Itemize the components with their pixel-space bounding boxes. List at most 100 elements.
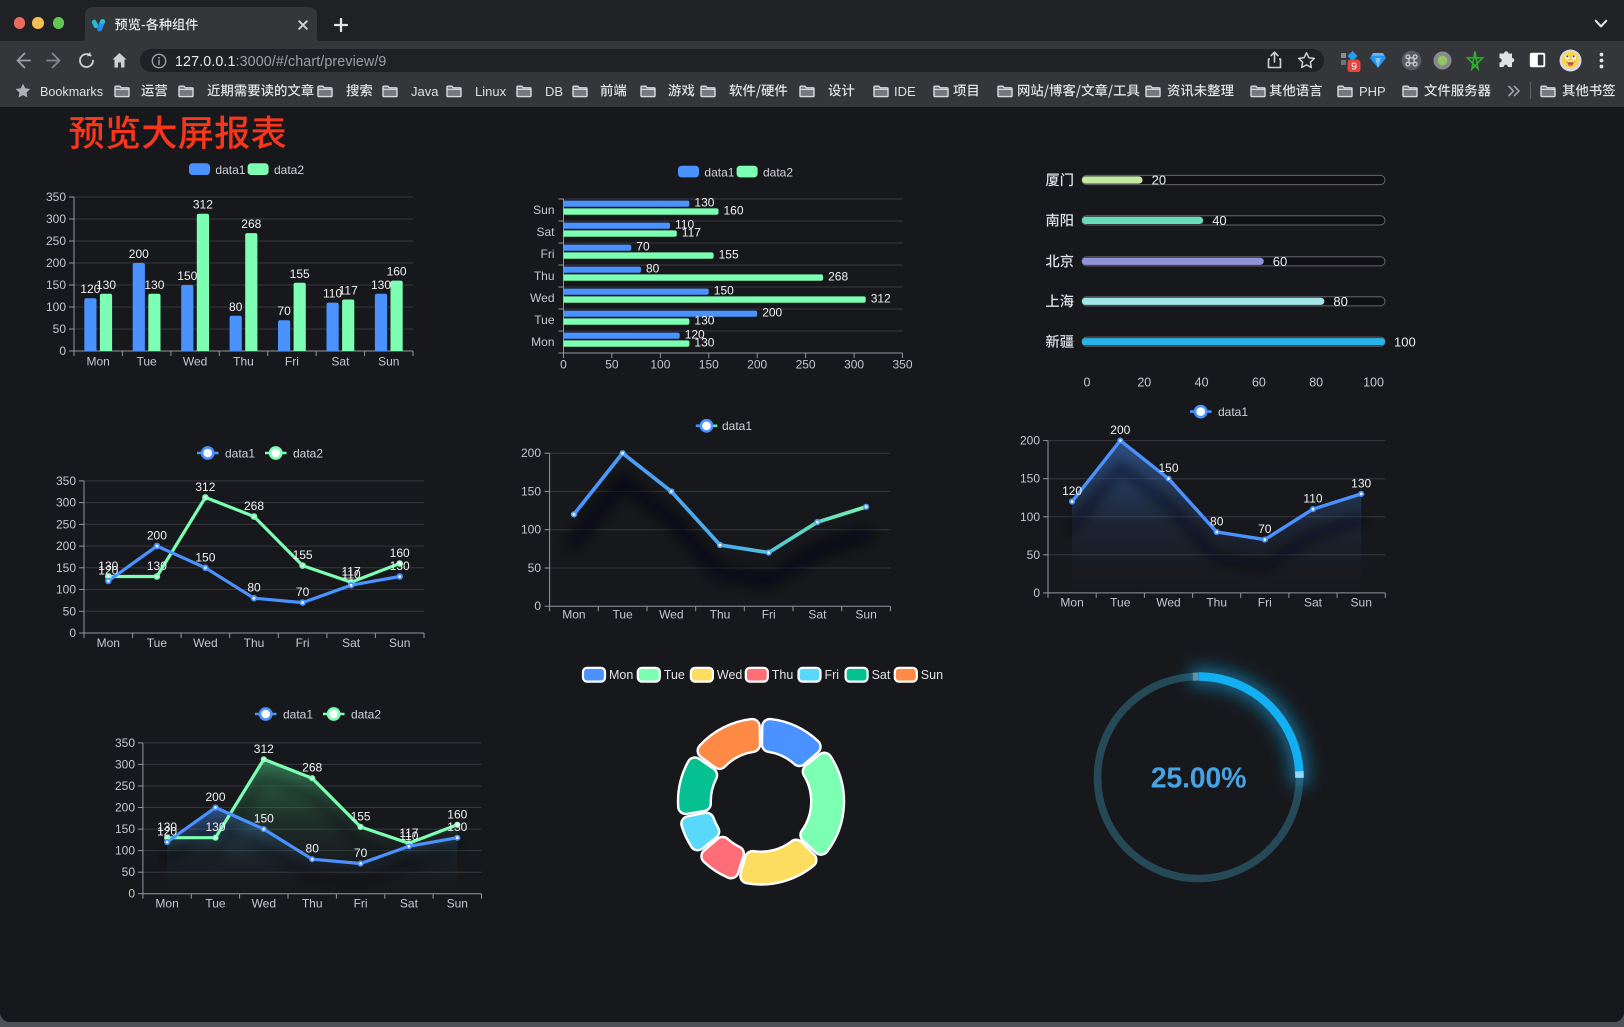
svg-text:Tue: Tue — [612, 608, 633, 622]
svg-text:300: 300 — [56, 496, 76, 510]
svg-text:200: 200 — [129, 247, 149, 261]
svg-text:data2: data2 — [293, 446, 323, 460]
svg-text:Sat: Sat — [536, 225, 555, 239]
svg-text:150: 150 — [714, 283, 734, 297]
svg-text:70: 70 — [296, 585, 310, 599]
svg-text:350: 350 — [46, 190, 66, 204]
svg-text:250: 250 — [46, 234, 66, 248]
svg-text:data2: data2 — [351, 707, 381, 721]
svg-text:Wed: Wed — [193, 636, 217, 650]
svg-text:Fri: Fri — [541, 247, 555, 261]
svg-text:Fri: Fri — [296, 636, 310, 650]
svg-text:Sun: Sun — [389, 636, 410, 650]
svg-text:data1: data1 — [215, 163, 245, 177]
svg-text:Fri: Fri — [762, 608, 776, 622]
svg-text:data2: data2 — [763, 166, 793, 180]
svg-text:Tue: Tue — [136, 355, 157, 369]
svg-text:Sun: Sun — [447, 897, 468, 911]
svg-text:80: 80 — [247, 581, 261, 595]
svg-text:20: 20 — [1137, 376, 1151, 390]
svg-text:50: 50 — [1027, 548, 1041, 562]
svg-text:80: 80 — [1309, 376, 1323, 390]
svg-text:130: 130 — [694, 313, 714, 327]
svg-text:268: 268 — [241, 217, 261, 231]
svg-text:160: 160 — [390, 546, 410, 560]
svg-text:25.00%: 25.00% — [1151, 763, 1246, 795]
svg-text:Wed: Wed — [252, 897, 276, 911]
svg-text:110: 110 — [323, 287, 342, 301]
svg-text:250: 250 — [56, 517, 76, 531]
svg-text:Sun: Sun — [378, 355, 399, 369]
svg-text:150: 150 — [56, 561, 76, 575]
svg-text:100: 100 — [56, 583, 76, 597]
svg-text:0: 0 — [128, 887, 135, 901]
svg-text:Thu: Thu — [1206, 596, 1227, 610]
svg-text:250: 250 — [115, 779, 135, 793]
svg-text:80: 80 — [229, 300, 243, 314]
svg-text:160: 160 — [447, 807, 467, 821]
svg-text:50: 50 — [53, 322, 67, 336]
svg-text:70: 70 — [354, 846, 368, 860]
svg-text:160: 160 — [387, 265, 407, 279]
svg-text:Sat: Sat — [400, 897, 419, 911]
svg-text:100: 100 — [46, 300, 66, 314]
svg-text:120: 120 — [685, 327, 705, 341]
svg-text:130: 130 — [1351, 476, 1371, 490]
svg-text:Mon: Mon — [97, 636, 120, 650]
svg-text:120: 120 — [80, 282, 100, 296]
svg-text:50: 50 — [63, 604, 77, 618]
svg-text:80: 80 — [1210, 515, 1224, 529]
svg-text:268: 268 — [244, 499, 264, 513]
svg-text:Thu: Thu — [534, 269, 555, 283]
svg-text:130: 130 — [98, 559, 118, 573]
svg-text:130: 130 — [205, 820, 225, 834]
svg-text:130: 130 — [147, 559, 167, 573]
svg-text:Thu: Thu — [233, 355, 254, 369]
svg-text:150: 150 — [699, 358, 719, 372]
svg-text:70: 70 — [636, 239, 650, 253]
svg-text:312: 312 — [195, 480, 215, 494]
svg-text:312: 312 — [871, 291, 891, 305]
svg-text:0: 0 — [560, 358, 567, 372]
svg-text:150: 150 — [521, 484, 541, 498]
svg-text:Wed: Wed — [530, 291, 554, 305]
svg-text:Wed: Wed — [1156, 596, 1180, 610]
svg-text:100: 100 — [1363, 376, 1384, 390]
svg-text:0: 0 — [59, 344, 66, 358]
svg-text:40: 40 — [1195, 376, 1209, 390]
svg-text:150: 150 — [177, 269, 197, 283]
svg-text:data1: data1 — [1218, 405, 1248, 419]
svg-text:Tue: Tue — [205, 897, 226, 911]
svg-text:200: 200 — [1110, 423, 1130, 437]
svg-text:150: 150 — [1020, 472, 1040, 486]
svg-text:0: 0 — [69, 626, 76, 640]
svg-text:20: 20 — [1152, 173, 1166, 188]
svg-text:117: 117 — [339, 284, 358, 298]
svg-text:200: 200 — [1020, 434, 1040, 448]
svg-text:155: 155 — [290, 267, 310, 281]
svg-text:117: 117 — [399, 826, 418, 840]
svg-text:Fri: Fri — [354, 897, 368, 911]
svg-text:Fri: Fri — [1258, 596, 1272, 610]
svg-text:300: 300 — [844, 358, 864, 372]
svg-text:data1: data1 — [283, 707, 313, 721]
svg-text:0: 0 — [534, 599, 541, 613]
svg-text:130: 130 — [371, 278, 391, 292]
svg-text:150: 150 — [115, 822, 135, 836]
svg-text:100: 100 — [521, 523, 541, 537]
svg-text:155: 155 — [351, 809, 371, 823]
svg-text:80: 80 — [646, 261, 660, 275]
svg-text:Mon: Mon — [1060, 596, 1083, 610]
svg-text:268: 268 — [828, 269, 848, 283]
svg-text:50: 50 — [605, 358, 619, 372]
svg-text:200: 200 — [747, 358, 767, 372]
svg-text:155: 155 — [719, 247, 739, 261]
svg-text:Sat: Sat — [342, 636, 361, 650]
svg-text:Wed: Wed — [717, 668, 743, 682]
svg-text:300: 300 — [115, 757, 135, 771]
svg-text:Sun: Sun — [921, 668, 943, 682]
svg-text:data1: data1 — [722, 419, 752, 433]
svg-text:Thu: Thu — [710, 608, 731, 622]
svg-text:Sun: Sun — [533, 203, 554, 217]
svg-text:data2: data2 — [274, 163, 304, 177]
